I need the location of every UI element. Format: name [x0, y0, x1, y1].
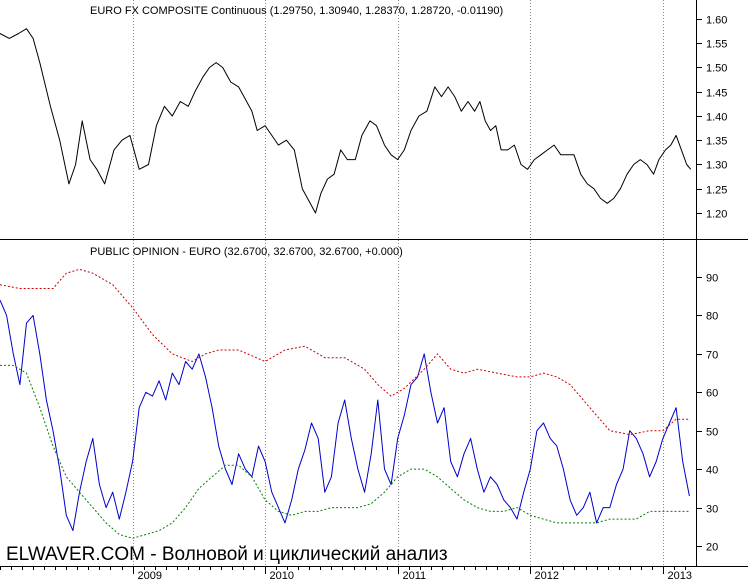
y-tick-label: 20 — [706, 542, 718, 554]
x-tick-label: 2013 — [668, 570, 692, 582]
y-tick-label: 80 — [706, 311, 718, 323]
series-layer — [0, 28, 692, 539]
y-tick-label: 1.50 — [706, 63, 727, 75]
y-tick-label: 30 — [706, 504, 718, 516]
y-tick-label: 1.35 — [706, 136, 727, 148]
y-tick-label: 1.25 — [706, 185, 727, 197]
top-panel-title: EURO FX COMPOSITE Continuous (1.29750, 1… — [90, 5, 503, 17]
x-tick-label: 2010 — [270, 570, 294, 582]
y-tick-label: 1.30 — [706, 160, 727, 172]
bottom-series-line-1 — [0, 268, 690, 436]
y-tick-label: 60 — [706, 388, 718, 400]
y-tick-label: 1.60 — [706, 15, 727, 27]
x-tick-label: 2012 — [535, 570, 559, 582]
bottom-series-line-2 — [0, 364, 690, 539]
x-tick-label: 2011 — [403, 570, 427, 582]
y-tick-label: 50 — [706, 427, 718, 439]
y-tick-label: 1.45 — [706, 88, 727, 100]
bottom-panel-title: PUBLIC OPINION - EURO (32.6700, 32.6700,… — [90, 246, 403, 258]
bottom-series-line-0 — [0, 299, 690, 532]
y-tick-label: 1.20 — [706, 209, 727, 221]
top-series-line-0 — [0, 28, 692, 214]
text-layer: EURO FX COMPOSITE Continuous (1.29750, 1… — [6, 5, 503, 565]
y-tick-label: 1.55 — [706, 39, 727, 51]
y-tick-label: 70 — [706, 350, 718, 362]
gridlines — [133, 0, 664, 566]
y-tick-label: 40 — [706, 465, 718, 477]
y-tick-label: 90 — [706, 273, 718, 285]
watermark-text: ELWAVER.COM - Волновой и циклический ана… — [6, 544, 448, 565]
x-tick-label: 2009 — [138, 570, 162, 582]
y-tick-label: 1.40 — [706, 112, 727, 124]
